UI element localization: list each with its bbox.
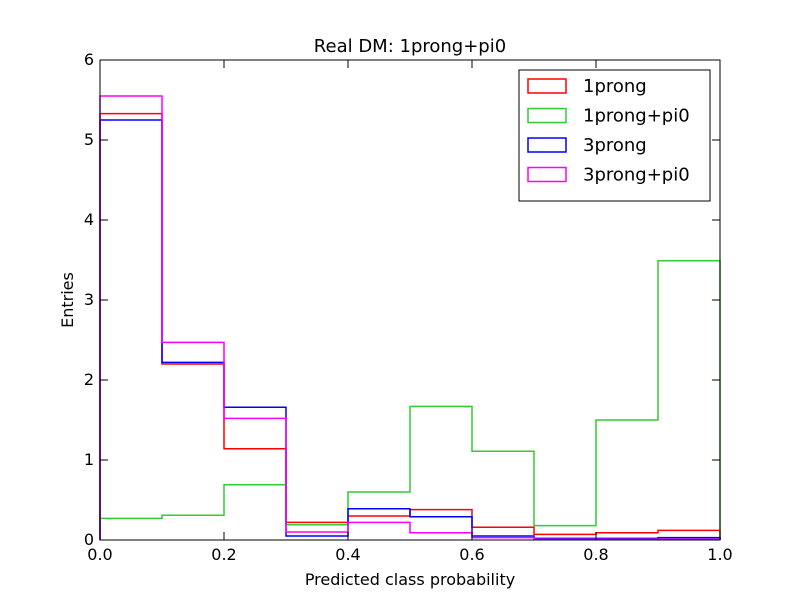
legend-label-0: 1prong — [583, 76, 647, 97]
y-tick-label: 0 — [84, 530, 94, 549]
legend-swatch-2 — [527, 137, 567, 153]
legend-label-3: 3prong+pi0 — [583, 165, 690, 186]
y-tick-label: 3 — [84, 290, 94, 309]
x-tick-label: 0.4 — [335, 545, 360, 564]
legend-swatch-3 — [527, 166, 567, 183]
x-tick-label: 0.2 — [211, 545, 236, 564]
series-line-1 — [99, 260, 721, 540]
y-tick-label: 5 — [84, 130, 94, 149]
series-line-2 — [99, 119, 721, 540]
x-tick-label: 0.6 — [459, 545, 484, 564]
legend-swatch-1 — [527, 107, 567, 124]
x-tick-label: 0.0 — [87, 545, 112, 564]
y-axis-label: Entries — [58, 272, 77, 328]
y-tick-label: 6 — [84, 50, 94, 69]
series-line-3 — [99, 95, 721, 540]
x-axis-label: Predicted class probability — [305, 570, 515, 589]
y-tick-label: 2 — [84, 370, 94, 389]
plot-area: 0.0 0.2 0.4 0.6 0.8 1.0 0 1 2 3 4 5 6 — [84, 50, 733, 564]
x-tick-label: 1.0 — [707, 545, 732, 564]
legend-label-1: 1prong+pi0 — [583, 106, 690, 127]
legend-label-2: 3prong — [583, 135, 647, 156]
y-tick-label: 1 — [84, 450, 94, 469]
legend-swatch-0 — [527, 78, 567, 94]
legend-box — [518, 69, 711, 202]
x-tick-label: 0.8 — [583, 545, 608, 564]
y-tick-label: 4 — [84, 210, 94, 229]
chart-title: Real DM: 1prong+pi0 — [314, 36, 506, 57]
legend: 1prong 1prong+pi0 3prong 3prong+pi0 — [518, 69, 711, 202]
